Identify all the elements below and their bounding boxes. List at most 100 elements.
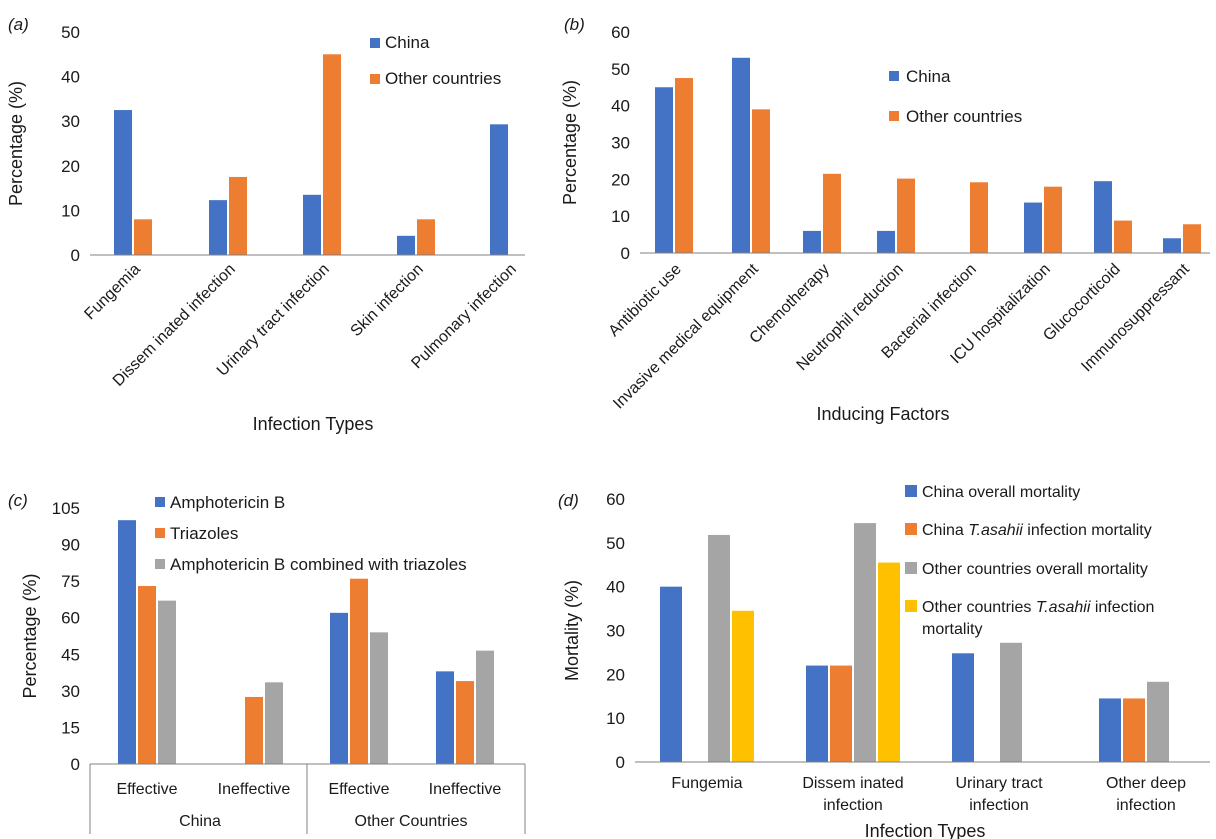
- bar-c-s1-c0: [138, 586, 156, 764]
- legend-swatch-d-3: [905, 600, 917, 612]
- bar-d-s0-c0: [660, 586, 682, 762]
- bar-d-s2-c0: [708, 534, 730, 762]
- bar-b-s0-c1: [732, 57, 750, 254]
- bar-b-s0-c2: [803, 230, 821, 253]
- bar-b-s0-c0: [655, 87, 673, 253]
- bar-c-s0-c3: [436, 671, 454, 764]
- bar-a-s0-c0: [114, 110, 132, 255]
- y-tick-label-a-2: 20: [61, 157, 80, 176]
- x-tick-label-c-3: Ineffective: [429, 781, 502, 798]
- bar-b-s1-c1: [752, 109, 770, 253]
- y-tick-label-d-0: 0: [616, 753, 625, 772]
- bar-b-s0-c7: [1163, 238, 1181, 253]
- bar-b-s1-c4: [970, 182, 988, 253]
- bar-c-s0-c2: [330, 612, 348, 764]
- group-label-c-0: China: [179, 813, 221, 830]
- y-tick-label-a-0: 0: [71, 246, 80, 265]
- bar-a-s1-c3: [417, 219, 435, 255]
- bar-b-s1-c7: [1183, 224, 1201, 253]
- x-tick-label-a-4: Pulmonary infection: [408, 261, 519, 372]
- bar-b-s1-c3: [897, 178, 915, 253]
- legend-label-d-1: China T.asahii infection mortality: [922, 522, 1152, 539]
- legend-swatch-d-1: [905, 523, 917, 535]
- legend-label-c-1: Triazoles: [170, 524, 238, 543]
- y-tick-label-b-3: 30: [611, 134, 630, 153]
- bar-c-s2-c3: [476, 650, 494, 764]
- bar-d-s0-c2: [952, 653, 974, 762]
- y-tick-label-b-6: 60: [611, 23, 630, 42]
- bar-c-s1-c1: [245, 696, 263, 764]
- legend-label-b-1: Other countries: [906, 107, 1022, 126]
- y-tick-label-a-5: 50: [61, 23, 80, 42]
- x-axis-title-b: Inducing Factors: [816, 404, 949, 424]
- legend-swatch-a-0: [370, 38, 380, 48]
- y-tick-label-b-1: 10: [611, 207, 630, 226]
- chart-d-svg: (d) 0 10 20 30 40 50 60 Mortality (%) Fungemia Dis…: [558, 484, 1210, 839]
- y-tick-label-d-2: 20: [606, 665, 625, 684]
- legend-label-d-2: Other countries overall mortality: [922, 561, 1148, 578]
- panel-label-c: (c): [8, 491, 28, 510]
- bar-c-s2-c0: [158, 600, 176, 764]
- bar-a-s1-c2: [323, 54, 341, 255]
- bar-b-s1-c2: [823, 173, 841, 253]
- bar-c-s2-c2: [370, 632, 388, 764]
- legend-label-c-0: Amphotericin B: [170, 493, 285, 512]
- x-tick-label-d-1-0: Dissem inated: [802, 775, 903, 792]
- y-tick-label-c-7: 105: [52, 499, 80, 518]
- x-tick-label-a-0: Fungemia: [81, 261, 143, 323]
- x-tick-label-d-2-0: Urinary tract: [955, 775, 1043, 792]
- y-axis-title-d: Mortality (%): [562, 580, 582, 681]
- legend-swatch-b-0: [889, 71, 899, 81]
- x-tick-label-d-0-0: Fungemia: [671, 775, 742, 792]
- bar-b-s1-c6: [1114, 220, 1132, 253]
- chart-panel-a: (a) 0 10 20 30 40 50 Percentage (%) Fungemia Diss…: [0, 0, 540, 460]
- y-tick-label-b-0: 0: [621, 244, 630, 263]
- legend-label-a-0: China: [385, 33, 430, 52]
- x-axis-title-a: Infection Types: [253, 414, 374, 434]
- y-tick-label-a-4: 40: [61, 68, 80, 87]
- y-tick-label-c-0: 0: [71, 755, 80, 774]
- legend-swatch-b-1: [889, 111, 899, 121]
- legend-swatch-c-2: [155, 559, 165, 569]
- y-tick-label-b-5: 50: [611, 60, 630, 79]
- x-tick-label-d-1-1: infection: [823, 797, 883, 814]
- bar-d-s3-c1: [878, 562, 900, 762]
- bar-b-s0-c5: [1024, 202, 1042, 253]
- y-tick-label-a-1: 10: [61, 201, 80, 220]
- x-tick-label-b-1: Invasive medical equipment: [610, 260, 762, 412]
- bar-c-s1-c2: [350, 578, 368, 764]
- y-tick-label-a-3: 30: [61, 112, 80, 131]
- y-tick-label-c-6: 90: [61, 536, 80, 555]
- bar-b-s0-c3: [877, 230, 895, 253]
- y-tick-label-d-6: 60: [606, 490, 625, 509]
- bar-a-s0-c2: [303, 194, 321, 255]
- bar-d-s1-c1: [830, 665, 852, 762]
- y-axis-title-a: Percentage (%): [6, 81, 26, 206]
- y-tick-label-b-2: 20: [611, 170, 630, 189]
- chart-c-svg: (c) 0 15 30 45 60 75 90 105 Percentage (%) Effecti…: [8, 491, 526, 834]
- y-tick-label-d-1: 10: [606, 709, 625, 728]
- bar-a-s0-c1: [209, 200, 227, 255]
- x-tick-label-a-3: Skin infection: [348, 261, 427, 340]
- y-tick-label-c-3: 45: [61, 645, 80, 664]
- legend-label-c-2: Amphotericin B combined with triazoles: [170, 555, 467, 574]
- bar-d-s1-c3: [1123, 698, 1145, 762]
- y-tick-label-b-4: 40: [611, 97, 630, 116]
- legend-label-d-3: Other countries T.asahii infection: [922, 599, 1154, 616]
- chart-panel-c: (c) 0 15 30 45 60 75 90 105 Percentage (%) Effecti…: [0, 472, 540, 839]
- chart-panel-b: (b) 0 10 20 30 40 50 60 Percentage (%) Antibiotic…: [560, 0, 1216, 460]
- y-axis-title-b: Percentage (%): [560, 80, 580, 205]
- bar-a-s0-c3: [397, 235, 415, 255]
- y-tick-label-c-4: 60: [61, 609, 80, 628]
- panel-label-b: (b): [564, 15, 585, 34]
- y-tick-label-d-3: 30: [606, 622, 625, 641]
- legend-label-d-3-wrap: mortality: [922, 621, 982, 638]
- bar-d-s0-c3: [1099, 698, 1121, 762]
- panel-label-a: (a): [8, 15, 29, 34]
- chart-b-svg: (b) 0 10 20 30 40 50 60 Percentage (%) Antibiotic…: [560, 15, 1210, 424]
- panel-label-d: (d): [558, 491, 579, 510]
- x-tick-label-d-2-1: infection: [969, 797, 1029, 814]
- bar-b-s0-c6: [1094, 181, 1112, 253]
- y-tick-label-d-4: 40: [606, 578, 625, 597]
